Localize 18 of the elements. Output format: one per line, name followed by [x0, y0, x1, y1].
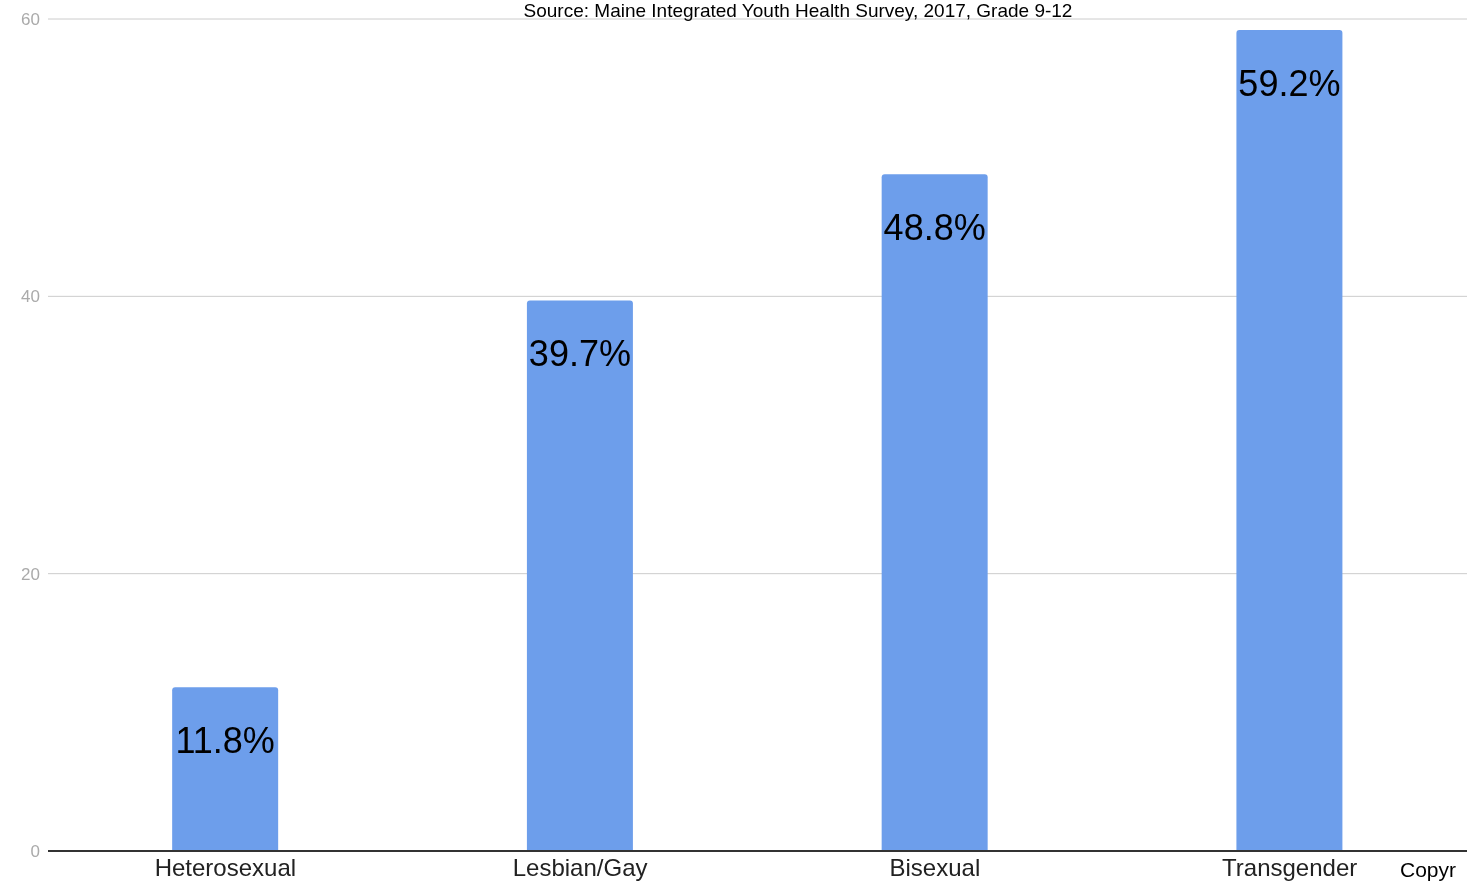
data-label: 48.8%: [883, 206, 986, 248]
x-tick-label: Lesbian/Gay: [512, 854, 648, 882]
bar: [881, 174, 988, 851]
y-tick-label: 60: [21, 10, 40, 30]
x-tick-label: Heterosexual: [154, 854, 297, 882]
x-tick-label: Transgender: [1222, 854, 1358, 882]
bar: [172, 687, 279, 851]
text: Copyr: [1400, 858, 1457, 882]
bar: [1236, 30, 1343, 851]
data-label: 11.8%: [175, 719, 275, 761]
bar: [526, 300, 633, 851]
y-tick-label: 40: [21, 287, 40, 307]
y-tick-label: 0: [30, 842, 40, 862]
data-label: 39.7%: [528, 333, 631, 375]
y-tick-label: 20: [21, 564, 40, 584]
x-tick-label: Bisexual: [889, 854, 981, 882]
annotation: Source: Maine Integrated Youth Health Survey, 2017, Grade 9-12: [522, 0, 1074, 22]
data-label: 59.2%: [1238, 62, 1341, 104]
